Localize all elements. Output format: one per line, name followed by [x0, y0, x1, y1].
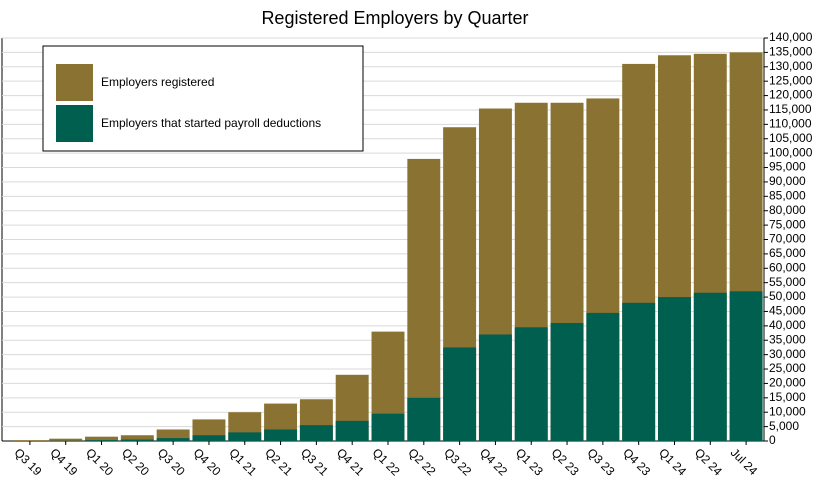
- bar: [586, 312, 620, 441]
- y-tick-label: 45,000: [769, 304, 806, 318]
- y-tick-label: 100,000: [769, 145, 813, 159]
- x-tick-label: Q3 22: [441, 445, 474, 478]
- bar: [729, 291, 763, 441]
- x-tick-label: Q4 21: [334, 445, 367, 478]
- x-tick-label: Jul 24: [728, 445, 761, 478]
- legend-label: Employers registered: [101, 75, 214, 89]
- x-tick-label: Q1 20: [83, 445, 116, 478]
- y-tick-label: 5,000: [769, 419, 799, 433]
- y-tick-label: 40,000: [769, 318, 806, 332]
- legend-swatch: [56, 64, 93, 101]
- y-tick-label: 10,000: [769, 404, 806, 418]
- x-tick-label: Q1 24: [656, 445, 689, 478]
- y-tick-label: 70,000: [769, 232, 806, 246]
- bar: [120, 435, 154, 441]
- x-tick-label: Q2 22: [405, 445, 438, 478]
- y-tick-label: 75,000: [769, 217, 806, 231]
- bar: [550, 322, 584, 441]
- y-tick-label: 35,000: [769, 332, 806, 346]
- y-tick-label: 60,000: [769, 260, 806, 274]
- bar: [13, 440, 47, 441]
- y-tick-label: 20,000: [769, 376, 806, 390]
- y-tick-label: 90,000: [769, 174, 806, 188]
- y-tick-label: 85,000: [769, 188, 806, 202]
- bar: [693, 292, 727, 441]
- bar: [156, 438, 190, 441]
- x-tick-label: Q4 23: [620, 445, 653, 478]
- y-tick-label: 80,000: [769, 203, 806, 217]
- y-tick-label: 95,000: [769, 160, 806, 174]
- legend-swatch: [56, 105, 93, 142]
- bar: [192, 435, 226, 441]
- y-tick-label: 110,000: [769, 117, 812, 131]
- bar: [85, 436, 118, 441]
- x-tick-label: Q4 20: [191, 445, 224, 478]
- x-tick-label: Q1 23: [513, 445, 546, 478]
- x-tick-label: Q3 21: [298, 445, 331, 478]
- y-tick-label: 105,000: [769, 131, 813, 145]
- x-tick-label: Q4 22: [477, 445, 510, 478]
- bar: [658, 297, 691, 441]
- legend-label: Employers that started payroll deduction…: [101, 116, 321, 130]
- bar: [443, 347, 477, 441]
- y-tick-label: 135,000: [769, 45, 813, 59]
- bar: [228, 432, 262, 441]
- bar: [478, 334, 512, 441]
- y-tick-label: 50,000: [769, 289, 806, 303]
- bar: [264, 429, 298, 441]
- x-tick-label: Q3 19: [12, 445, 45, 478]
- y-tick-label: 25,000: [769, 361, 806, 375]
- x-tick-label: Q2 20: [119, 445, 152, 478]
- x-tick-label: Q4 19: [47, 445, 80, 478]
- bar: [156, 429, 190, 441]
- bar: [407, 158, 441, 441]
- x-tick-label: Q1 22: [370, 445, 403, 478]
- x-tick-label: Q2 21: [262, 445, 295, 478]
- bar: [407, 397, 441, 441]
- bar: [514, 327, 548, 441]
- bar: [622, 302, 656, 441]
- y-tick-label: 140,000: [769, 30, 813, 44]
- y-tick-label: 115,000: [769, 102, 812, 116]
- bar: [120, 439, 154, 441]
- y-tick-label: 15,000: [769, 390, 806, 404]
- chart-title: Registered Employers by Quarter: [261, 8, 528, 28]
- x-tick-label: Q1 21: [226, 445, 259, 478]
- y-tick-label: 125,000: [769, 73, 813, 87]
- bar: [371, 413, 405, 441]
- bar: [85, 440, 118, 441]
- x-tick-label: Q2 23: [549, 445, 582, 478]
- legend: Employers registered Employers that start…: [42, 45, 364, 152]
- y-tick-label: 130,000: [769, 59, 813, 73]
- y-tick-label: 65,000: [769, 246, 806, 260]
- legend-box: [42, 45, 364, 152]
- bar: [49, 438, 83, 441]
- x-tick-label: Q2 24: [692, 445, 725, 478]
- x-tick-label: Q3 23: [584, 445, 617, 478]
- x-tick-label: Q3 20: [155, 445, 188, 478]
- y-tick-label: 30,000: [769, 347, 806, 361]
- y-tick-label: 120,000: [769, 88, 813, 102]
- y-tick-label: 55,000: [769, 275, 806, 289]
- bar: [299, 425, 333, 441]
- y-tick-label: 0: [769, 433, 776, 447]
- bar: [335, 420, 369, 441]
